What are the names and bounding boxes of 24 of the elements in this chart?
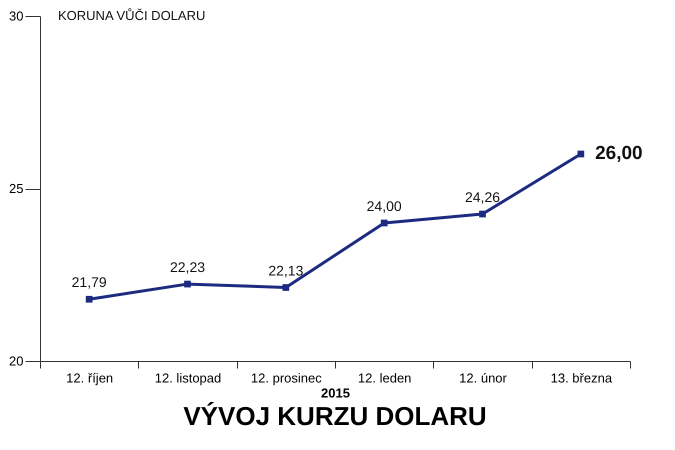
x-tick-label: 13. března [550,370,613,386]
point [184,280,191,288]
data-label: 22,23 [170,259,206,276]
data-label: 24,26 [464,189,500,206]
x-tick-label: 12. listopad [154,370,222,386]
point [479,210,486,218]
x-tick-label: 12. leden [358,370,412,386]
data-label: 26,00 [595,143,643,164]
y-axis-title: KORUNA VŮČI DOLARU [58,8,206,23]
point [380,220,388,226]
text: VÝVOJ KURZU DOLARU [183,401,487,431]
point [86,296,93,303]
x-tick-label: 12. prosinec [250,370,322,386]
x-axis-title: 2015 [321,386,350,400]
point [282,284,290,291]
data-label: 22,13 [268,262,304,279]
point [577,150,584,158]
x-tick-label: 12. říjen [66,370,114,386]
data-label: 21,79 [72,274,107,290]
y-tick-label: 30 [9,8,24,24]
x-tick-label: 12. únor [459,370,508,386]
data-label: 24,00 [366,198,402,214]
y-tick-label: 20 [9,354,24,368]
y-tick-label: 25 [9,181,24,196]
